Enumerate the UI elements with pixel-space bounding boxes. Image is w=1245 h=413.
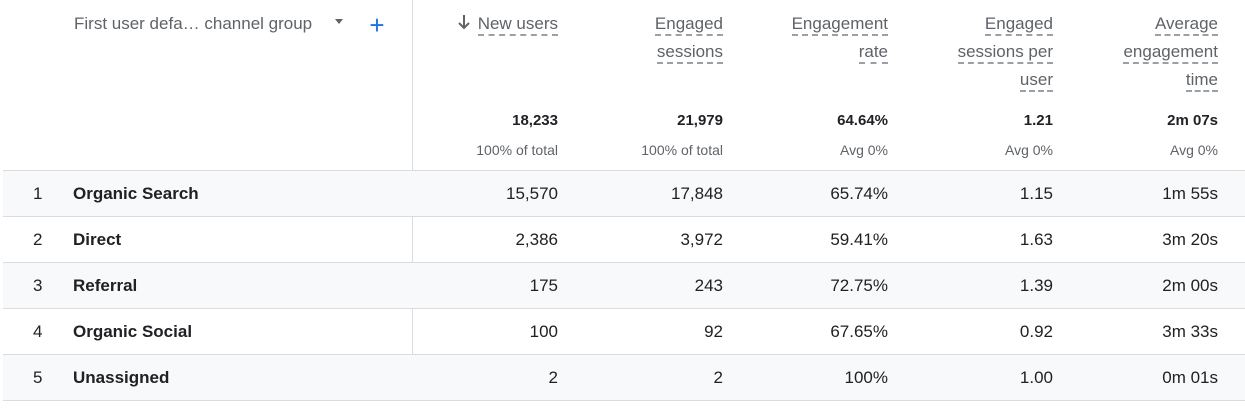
table-row[interactable]: 5 Unassigned 2 2 100% 1.00 0m 01s	[3, 354, 1245, 401]
total-subtext: 100% of total	[641, 142, 723, 158]
add-dimension-button[interactable]: +	[369, 10, 385, 40]
column-header-label: Engaged	[654, 14, 723, 36]
row-cell: 2,386	[515, 230, 558, 249]
total-value: 1.21	[1023, 112, 1053, 129]
column-header-label: New users	[477, 14, 558, 36]
row-index: 1	[33, 184, 43, 203]
row-cell: 1.00	[1019, 368, 1053, 387]
column-header-label: time	[1185, 70, 1218, 92]
total-subtext: 100% of total	[476, 142, 558, 158]
row-cell: 0.92	[1019, 322, 1053, 341]
column-header-engaged-sessions-per-user[interactable]: Engaged sessions per user	[903, 11, 1053, 95]
column-header-label: sessions per	[957, 42, 1053, 64]
total-subtext: Avg 0%	[1005, 142, 1053, 158]
row-cell: 59.41%	[830, 230, 888, 249]
row-index: 5	[33, 368, 43, 387]
row-cell: 1.39	[1019, 276, 1053, 295]
row-cell: 2	[713, 368, 723, 387]
column-header-engagement-rate[interactable]: Engagement rate	[738, 11, 888, 67]
row-cell: 0m 01s	[1162, 368, 1218, 387]
column-header-label: user	[1019, 70, 1053, 92]
row-cell: 92	[704, 322, 723, 341]
total-subtext: Avg 0%	[840, 142, 888, 158]
table-body: 1 Organic Search 15,570 17,848 65.74% 1.…	[3, 170, 1245, 401]
row-cell: 1m 55s	[1162, 184, 1218, 203]
column-header-new-users[interactable]: New users	[408, 11, 558, 39]
column-header-label: engagement	[1123, 42, 1218, 64]
table-row[interactable]: 3 Referral 175 243 72.75% 1.39 2m 00s	[3, 262, 1245, 308]
row-cell: 243	[694, 276, 723, 295]
dimension-header[interactable]: First user defa… channel group	[74, 14, 313, 33]
row-cell: 175	[529, 276, 558, 295]
column-header-label: Engaged	[984, 14, 1053, 36]
row-cell: 3m 33s	[1162, 322, 1218, 341]
row-index: 4	[33, 322, 43, 341]
row-cell: 100	[529, 322, 558, 341]
dimension-dropdown-icon[interactable]	[335, 19, 343, 24]
table-row[interactable]: 4 Organic Social 100 92 67.65% 0.92 3m 3…	[3, 308, 1245, 354]
row-cell: 15,570	[506, 184, 558, 203]
row-dimension: Direct	[73, 230, 122, 249]
row-cell: 1.15	[1019, 184, 1053, 203]
table-row[interactable]: 1 Organic Search 15,570 17,848 65.74% 1.…	[3, 170, 1245, 216]
row-cell: 1.63	[1019, 230, 1053, 249]
total-value: 21,979	[677, 112, 723, 129]
column-header-label: Engagement	[791, 14, 888, 36]
row-cell: 67.65%	[830, 322, 888, 341]
row-index: 3	[33, 276, 43, 295]
column-header-label: rate	[858, 42, 888, 64]
row-cell: 3m 20s	[1162, 230, 1218, 249]
column-header-average-engagement-time[interactable]: Average engagement time	[1068, 11, 1218, 95]
row-dimension: Referral	[73, 276, 138, 295]
row-index: 2	[33, 230, 43, 249]
column-header-label: Average	[1154, 14, 1218, 36]
row-dimension: Organic Search	[73, 184, 199, 203]
row-cell: 2m 00s	[1162, 276, 1218, 295]
row-dimension: Organic Social	[73, 322, 193, 341]
total-value: 2m 07s	[1167, 112, 1218, 129]
row-cell: 65.74%	[830, 184, 888, 203]
sort-descending-icon	[457, 15, 470, 30]
row-cell: 17,848	[671, 184, 723, 203]
total-subtext: Avg 0%	[1170, 142, 1218, 158]
row-cell: 3,972	[680, 230, 723, 249]
row-cell: 100%	[844, 368, 888, 387]
column-header-label: sessions	[656, 42, 723, 64]
row-dimension: Unassigned	[73, 368, 170, 387]
table-row[interactable]: 2 Direct 2,386 3,972 59.41% 1.63 3m 20s	[3, 216, 1245, 262]
row-cell: 2	[548, 368, 558, 387]
row-cell: 72.75%	[830, 276, 888, 295]
total-value: 18,233	[512, 112, 558, 129]
total-value: 64.64%	[837, 112, 888, 129]
column-header-engaged-sessions[interactable]: Engaged sessions	[573, 11, 723, 67]
